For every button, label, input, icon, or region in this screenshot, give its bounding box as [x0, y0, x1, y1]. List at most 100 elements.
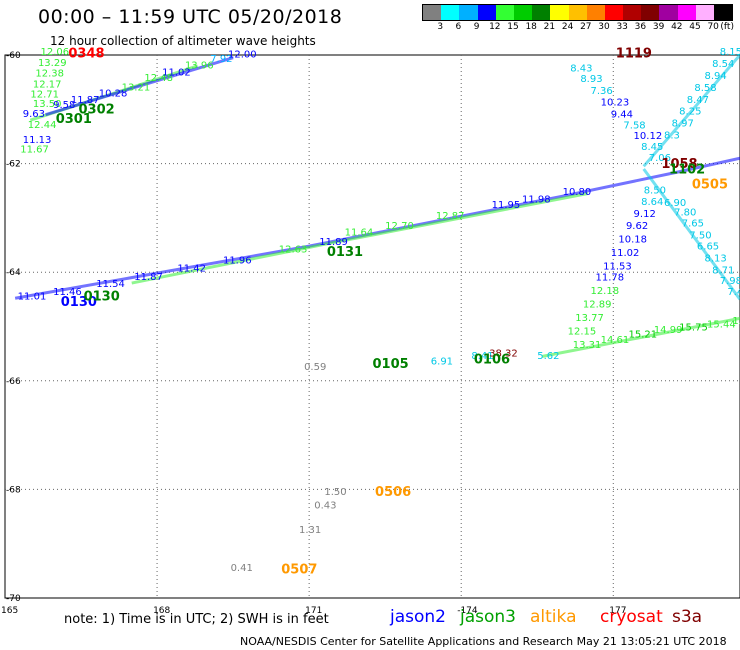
- chart-title: 00:00 – 11:59 UTC 05/20/2018: [38, 6, 343, 28]
- pass-time-label: 0506: [375, 485, 411, 500]
- pass-time-label: 0131: [327, 245, 363, 260]
- color-legend-label: 24: [561, 22, 574, 32]
- lon-tick-label: 177: [609, 606, 626, 616]
- wave-height-label: 8.64: [641, 197, 663, 208]
- satellite-track: [642, 54, 740, 168]
- wave-height-label: 10.23: [601, 97, 630, 108]
- color-legend-label: 45: [689, 22, 701, 32]
- satellite-track: [642, 168, 740, 301]
- wave-height-label: 8.93: [580, 74, 602, 85]
- wave-height-label: 7.4: [727, 287, 740, 298]
- wave-height-label: 12.48: [144, 73, 173, 84]
- color-legend: [422, 4, 734, 21]
- lat-tick-label: -66: [6, 377, 21, 387]
- wave-height-label: 10.80: [563, 187, 592, 198]
- color-legend-swatch: [568, 5, 587, 20]
- wave-height-label: 12.06: [40, 47, 69, 58]
- wave-height-label: 12.70: [385, 221, 414, 232]
- wave-height-label: 5.62: [537, 351, 559, 362]
- lat-tick-label: -64: [6, 268, 21, 278]
- wave-height-label: 12.17: [33, 80, 62, 91]
- wave-height-label: 15.75: [679, 322, 708, 333]
- wave-height-label: 8.97: [672, 119, 694, 130]
- wave-height-label: 8.25: [679, 107, 701, 118]
- wave-height-label: 11.46: [53, 287, 82, 298]
- color-legend-swatch: [641, 5, 660, 20]
- wave-height-label: 15.44: [707, 320, 736, 331]
- color-legend-swatch: [714, 5, 733, 20]
- color-legend-swatch: [550, 5, 569, 20]
- wave-height-label: 8.71: [712, 265, 734, 276]
- pass-time-label: 1058: [661, 157, 697, 172]
- wave-height-label: 7.58: [623, 120, 645, 131]
- wave-height-label: 13.96: [185, 61, 214, 72]
- wave-height-label: 11.01: [18, 291, 47, 302]
- color-legend-swatch: [586, 5, 605, 20]
- color-legend-swatch: [495, 5, 514, 20]
- wave-height-label: 8.54: [712, 59, 734, 70]
- footer-note: note: 1) Time is in UTC; 2) SWH is in fe…: [64, 612, 329, 627]
- wave-height-label: 0.59: [304, 362, 326, 373]
- pass-time-label: 0348: [68, 47, 104, 62]
- wave-height-label: 12.18: [590, 286, 619, 297]
- color-legend-label: 15: [507, 22, 519, 32]
- wave-height-label: 7.06: [649, 153, 671, 164]
- pass-time-label: 0302: [79, 103, 115, 118]
- wave-height-label: 10.28: [99, 88, 128, 99]
- wave-height-label: 12.71: [30, 89, 59, 100]
- color-legend-swatch: [677, 5, 696, 20]
- color-legend-label: 12: [489, 22, 501, 32]
- wave-height-label: 11.13: [23, 135, 52, 146]
- wave-height-label: 7.98: [720, 276, 740, 287]
- wave-height-label: 13.21: [122, 82, 151, 93]
- color-legend-swatch: [459, 5, 478, 20]
- wave-height-label: 8.50: [644, 185, 666, 196]
- wave-height-label: 1.31: [299, 525, 321, 536]
- lon-tick-label: 165: [1, 606, 18, 616]
- satellite-legend-s3a: s3a: [672, 607, 703, 627]
- color-legend-swatch: [532, 5, 551, 20]
- wave-height-label: 15.21: [628, 329, 657, 340]
- wave-height-label: 11.89: [319, 237, 348, 248]
- wave-height-label: 11.95: [492, 200, 521, 211]
- pass-time-label: 0130: [84, 289, 120, 304]
- pass-time-label: 0505: [692, 178, 728, 193]
- wave-height-label: 9.58: [53, 100, 75, 111]
- wave-height-label: 0.41: [231, 563, 253, 574]
- wave-height-label: 7.65: [682, 219, 704, 230]
- wave-height-label: 8.15: [720, 47, 740, 58]
- color-legend-swatch: [695, 5, 714, 20]
- wave-height-label: 9.12: [634, 209, 656, 220]
- lat-tick-label: -70: [6, 594, 21, 604]
- color-legend-label: 70: [707, 22, 719, 32]
- color-legend-label: 21: [543, 22, 556, 32]
- wave-height-label: 10.12: [634, 131, 663, 142]
- wave-height-label: 12.89: [583, 299, 612, 310]
- wave-height-label: 9.62: [626, 221, 648, 232]
- wave-height-label: 12.44: [28, 120, 57, 131]
- color-legend-label: 39: [652, 22, 665, 32]
- color-legend-label: (ft): [720, 22, 734, 32]
- wave-height-label: 1.50: [324, 487, 346, 498]
- color-legend-label: 30: [598, 22, 610, 32]
- wave-height-label: 12.87: [436, 211, 465, 222]
- lat-tick-label: -68: [6, 485, 21, 495]
- color-legend-swatch: [441, 5, 460, 20]
- color-legend-swatch: [513, 5, 533, 20]
- color-legend-label: 33: [616, 22, 628, 32]
- wave-height-label: 11.96: [223, 256, 252, 267]
- wave-height-label: 13.31: [573, 340, 602, 351]
- satellite-track: [45, 56, 234, 117]
- wave-height-label: 11.02: [162, 68, 191, 79]
- credit-line: NOAA/NESDIS Center for Satellite Applica…: [240, 635, 727, 648]
- wave-height-label: 9.63: [23, 109, 45, 120]
- satellite-track: [14, 156, 740, 300]
- color-legend-swatch: [659, 5, 678, 20]
- lat-tick-label: -62: [6, 160, 21, 170]
- wave-height-label: 8.94: [705, 71, 727, 82]
- lon-tick-label: -174: [457, 606, 478, 616]
- color-legend-label: 18: [525, 22, 537, 32]
- wave-height-label: 6.91: [431, 357, 453, 368]
- wave-height-label: 0.43: [314, 500, 336, 511]
